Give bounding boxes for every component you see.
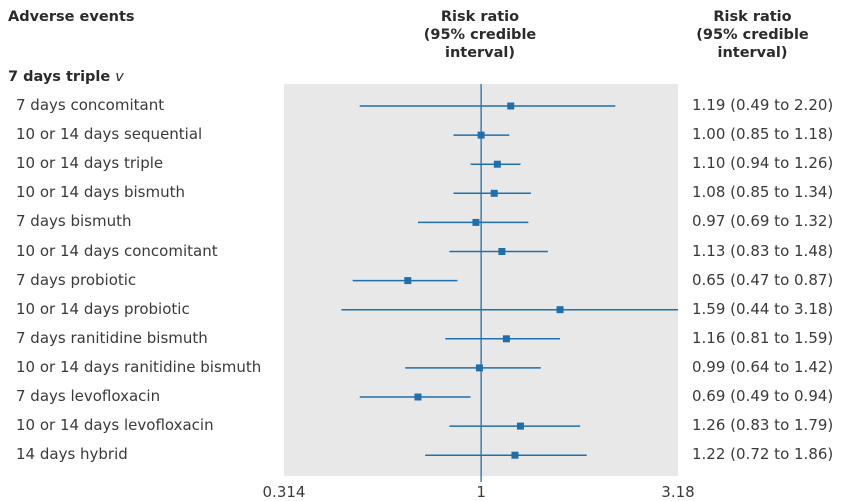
risk-ratio-text: 0.65 (0.47 to 0.87)	[692, 270, 834, 289]
point-estimate-marker	[414, 393, 422, 401]
treatment-label: 10 or 14 days concomitant	[16, 241, 218, 260]
point-estimate-marker	[511, 451, 519, 459]
treatment-label: 7 days bismuth	[16, 212, 132, 231]
point-estimate-marker	[472, 218, 480, 226]
treatment-label: 10 or 14 days ranitidine bismuth	[16, 357, 262, 376]
risk-ratio-text: 1.08 (0.85 to 1.34)	[692, 183, 834, 202]
risk-ratio-text: 1.59 (0.44 to 3.18)	[692, 299, 834, 318]
header-line: Risk ratio	[713, 9, 792, 25]
header-line: Risk ratio	[440, 9, 520, 25]
treatment-label: 10 or 14 days triple	[16, 154, 164, 173]
versus-marker: v	[115, 69, 124, 85]
point-estimate-marker	[516, 422, 524, 430]
risk-ratio-text: 1.16 (0.81 to 1.59)	[692, 328, 834, 347]
treatment-label: 10 or 14 days sequential	[16, 125, 203, 144]
point-estimate-marker	[498, 248, 506, 255]
reference-treatment-label: 7 days triple v	[8, 68, 124, 86]
risk-ratio-text: 1.22 (0.72 to 1.86)	[692, 445, 834, 464]
treatment-label: 7 days levofloxacin	[16, 387, 161, 405]
header-line: interval)	[444, 45, 516, 61]
risk-ratio-text: 1.19 (0.49 to 2.20)	[692, 96, 834, 114]
risk-ratio-text: 1.13 (0.83 to 1.48)	[692, 241, 834, 260]
point-estimate-marker	[493, 160, 501, 168]
treatment-label: 10 or 14 days probiotic	[16, 299, 190, 318]
risk-ratio-text: 0.99 (0.64 to 1.42)	[692, 357, 834, 376]
x-tick-label: 3.18	[661, 483, 694, 501]
x-tick-label: 1	[476, 483, 486, 501]
column-header-risk-ratio-text: Risk ratio (95% credible interval)	[665, 8, 840, 62]
risk-ratio-text: 0.97 (0.69 to 1.32)	[692, 212, 834, 231]
treatment-label: 10 or 14 days bismuth	[16, 183, 186, 202]
point-estimate-marker	[556, 306, 564, 314]
point-estimate-marker	[477, 131, 485, 139]
column-header-risk-ratio-plot: Risk ratio (95% credible interval)	[370, 8, 590, 62]
header-line: interval)	[717, 45, 788, 61]
point-estimate-marker	[507, 102, 515, 110]
treatment-label: 14 days hybrid	[16, 445, 128, 464]
column-header-adverse-events: Adverse events	[8, 9, 135, 25]
x-tick-label: 0.314	[263, 483, 306, 501]
treatment-label: 7 days concomitant	[16, 96, 165, 114]
treatment-label: 10 or 14 days levofloxacin	[16, 416, 214, 435]
point-estimate-marker	[502, 335, 510, 343]
risk-ratio-text: 1.10 (0.94 to 1.26)	[692, 154, 834, 173]
point-estimate-marker	[404, 277, 412, 285]
risk-ratio-text: 1.00 (0.85 to 1.18)	[692, 125, 834, 144]
risk-ratio-text: 1.26 (0.83 to 1.79)	[692, 416, 834, 435]
treatment-label: 7 days probiotic	[16, 270, 137, 289]
header-line: (95% credible	[696, 27, 809, 43]
header-line: (95% credible	[423, 27, 537, 43]
point-estimate-marker	[475, 364, 483, 372]
point-estimate-marker	[490, 189, 498, 197]
reference-treatment-name: 7 days triple	[8, 69, 111, 85]
risk-ratio-text: 0.69 (0.49 to 0.94)	[692, 387, 834, 405]
treatment-label: 7 days ranitidine bismuth	[16, 328, 208, 347]
